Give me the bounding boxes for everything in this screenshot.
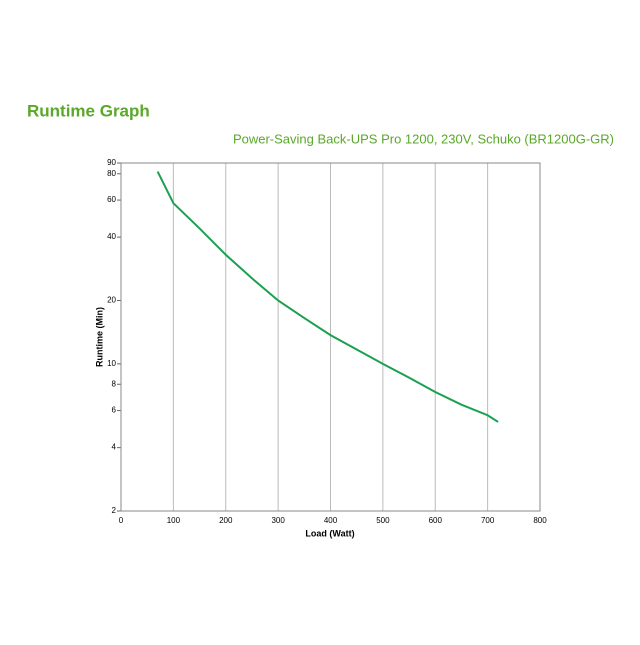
y-tick-label: 40 xyxy=(107,232,116,241)
chart-subtitle: Power-Saving Back-UPS Pro 1200, 230V, Sc… xyxy=(233,131,614,146)
y-tick-label: 20 xyxy=(107,296,116,305)
y-tick-label: 6 xyxy=(112,406,117,415)
x-axis-label: Load (Watt) xyxy=(305,528,354,538)
y-tick-label: 8 xyxy=(112,379,117,388)
x-tick-label: 0 xyxy=(119,516,124,525)
y-tick-label: 90 xyxy=(107,158,116,167)
y-axis-label: Runtime (Min) xyxy=(94,307,104,367)
x-tick-label: 200 xyxy=(219,516,233,525)
x-tick-label: 400 xyxy=(324,516,338,525)
x-tick-label: 800 xyxy=(533,516,547,525)
x-tick-label: 700 xyxy=(481,516,495,525)
x-tick-label: 300 xyxy=(271,516,285,525)
y-tick-label: 80 xyxy=(107,169,116,178)
y-tick-label: 60 xyxy=(107,195,116,204)
y-tick-label: 2 xyxy=(112,506,117,515)
chart-title: Runtime Graph xyxy=(27,101,150,120)
y-tick-label: 10 xyxy=(107,359,116,368)
x-tick-label: 500 xyxy=(376,516,390,525)
plot-border xyxy=(120,162,541,512)
y-tick-label: 4 xyxy=(112,443,117,452)
data-line xyxy=(156,171,499,423)
x-tick-label: 100 xyxy=(167,516,181,525)
x-tick-label: 600 xyxy=(429,516,443,525)
